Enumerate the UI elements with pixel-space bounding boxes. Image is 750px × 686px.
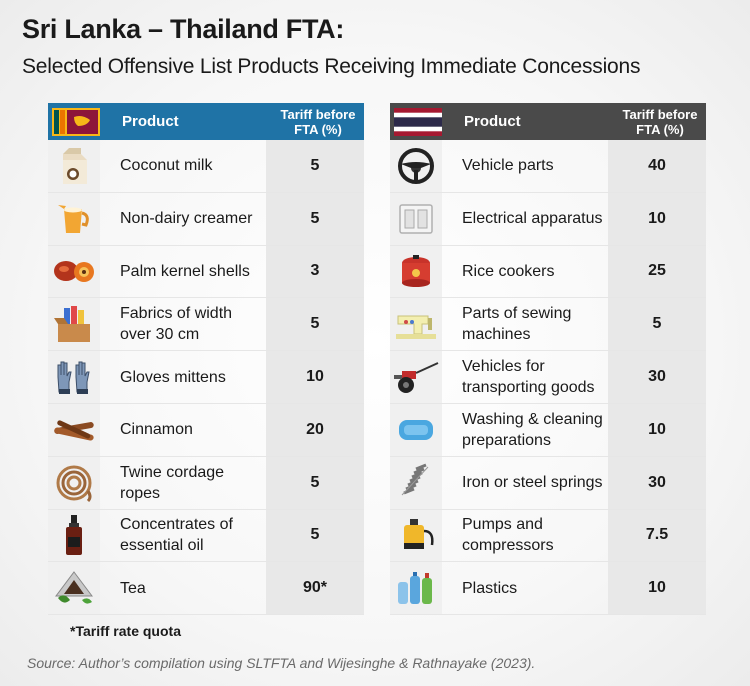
product-name: Coconut milk	[120, 157, 213, 175]
table-row: Cinnamon 20	[48, 403, 364, 457]
table-row: Concentrates of essential oil 5	[48, 509, 364, 563]
table-row: Washing & cleaning preparations 10	[390, 403, 706, 457]
coil-spring-icon	[396, 463, 436, 503]
product-name: Cinnamon	[120, 421, 193, 439]
product-name: Electrical apparatus	[462, 210, 603, 228]
tariff-value: 5	[266, 298, 364, 351]
table-row: Non-dairy creamer 5	[48, 192, 364, 246]
tariff-value: 7.5	[608, 509, 706, 562]
tariff-value: 30	[608, 456, 706, 509]
fabric-box-icon	[54, 304, 94, 344]
tariff-value: 20	[266, 403, 364, 456]
tariff-value: 5	[608, 298, 706, 351]
sri-lanka-flag-icon	[52, 107, 100, 136]
table-row: Plastics 10	[390, 562, 706, 616]
product-name: Non-dairy creamer	[120, 210, 253, 228]
palm-kernel-icon	[52, 255, 96, 287]
product-name: Concentrates of essential oil	[120, 516, 233, 555]
product-name: Iron or steel springs	[462, 474, 603, 492]
two-wheel-tractor-icon	[392, 359, 440, 395]
tea-bag-icon	[52, 568, 96, 608]
table-row: Gloves mittens 10	[48, 351, 364, 404]
tariff-value: 5	[266, 140, 364, 192]
tariff-value: 10	[266, 351, 364, 403]
product-name: Vehicles for transporting goods	[462, 358, 595, 397]
table-row: Rice cookers 25	[390, 245, 706, 299]
table-row: Fabrics of width over 30 cm 5	[48, 298, 364, 352]
pump-icon	[396, 515, 436, 555]
table-row: Coconut milk 5	[48, 140, 364, 193]
sri-lanka-table: Product Tariff before FTA (%) Coconut mi…	[48, 103, 364, 616]
page-subtitle: Selected Offensive List Products Receivi…	[22, 55, 641, 78]
rope-coil-icon	[54, 463, 94, 503]
product-name: Plastics	[462, 579, 518, 597]
product-name: Parts of sewing machines	[462, 305, 572, 344]
table-row: Iron or steel springs 30	[390, 456, 706, 510]
header-tariff: Tariff before FTA (%)	[622, 106, 698, 137]
light-switch-icon	[396, 199, 436, 239]
footnote: *Tariff rate quota	[70, 623, 181, 639]
product-name: Fabrics of width over 30 cm	[120, 305, 233, 344]
tariff-value: 10	[608, 562, 706, 615]
product-name: Washing & cleaning preparations	[462, 410, 603, 449]
table-row: Twine cordage ropes 5	[48, 456, 364, 510]
sewing-machine-icon	[394, 306, 438, 342]
product-name: Twine cordage ropes	[120, 463, 225, 502]
table-header: Product Tariff before FTA (%)	[390, 103, 706, 140]
coconut-milk-carton-icon	[57, 146, 91, 186]
table-row: Vehicles for transporting goods 30	[390, 351, 706, 404]
table-row: Palm kernel shells 3	[48, 245, 364, 299]
tariff-value: 5	[266, 509, 364, 562]
table-header: Product Tariff before FTA (%)	[48, 103, 364, 140]
product-name: Gloves mittens	[120, 368, 226, 386]
soap-bar-icon	[396, 415, 436, 445]
oil-bottle-icon	[62, 513, 86, 557]
tariff-value: 5	[266, 192, 364, 245]
product-name: Rice cookers	[462, 262, 555, 280]
page-title: Sri Lanka – Thailand FTA:	[22, 14, 345, 44]
product-name: Pumps and compressors	[462, 516, 554, 555]
table-row: Vehicle parts 40	[390, 140, 706, 193]
header-product: Product	[122, 113, 179, 130]
thailand-table: Product Tariff before FTA (%) Vehicle pa…	[390, 103, 706, 616]
header-tariff: Tariff before FTA (%)	[280, 106, 356, 137]
tariff-value: 10	[608, 192, 706, 245]
cinnamon-sticks-icon	[52, 415, 96, 445]
source-note: Source: Author’s compilation using SLTFT…	[27, 655, 536, 671]
table-row: Parts of sewing machines 5	[390, 298, 706, 352]
table-row: Electrical apparatus 10	[390, 192, 706, 246]
product-name: Tea	[120, 579, 146, 597]
product-name: Vehicle parts	[462, 157, 554, 175]
tariff-value: 10	[608, 403, 706, 456]
plastic-bottles-icon	[394, 568, 438, 608]
steering-wheel-icon	[396, 146, 436, 186]
product-name: Palm kernel shells	[120, 262, 250, 280]
tariff-value: 90*	[266, 562, 364, 615]
tariff-value: 25	[608, 245, 706, 298]
table-row: Pumps and compressors 7.5	[390, 509, 706, 563]
tariff-value: 5	[266, 456, 364, 509]
tariff-value: 3	[266, 245, 364, 298]
thailand-flag-icon	[394, 107, 442, 136]
gloves-icon	[54, 357, 94, 397]
tariff-value: 30	[608, 351, 706, 403]
table-row: Tea 90*	[48, 562, 364, 616]
tariff-value: 40	[608, 140, 706, 192]
rice-cooker-icon	[396, 251, 436, 291]
creamer-jug-icon	[54, 201, 94, 237]
header-product: Product	[464, 113, 521, 130]
